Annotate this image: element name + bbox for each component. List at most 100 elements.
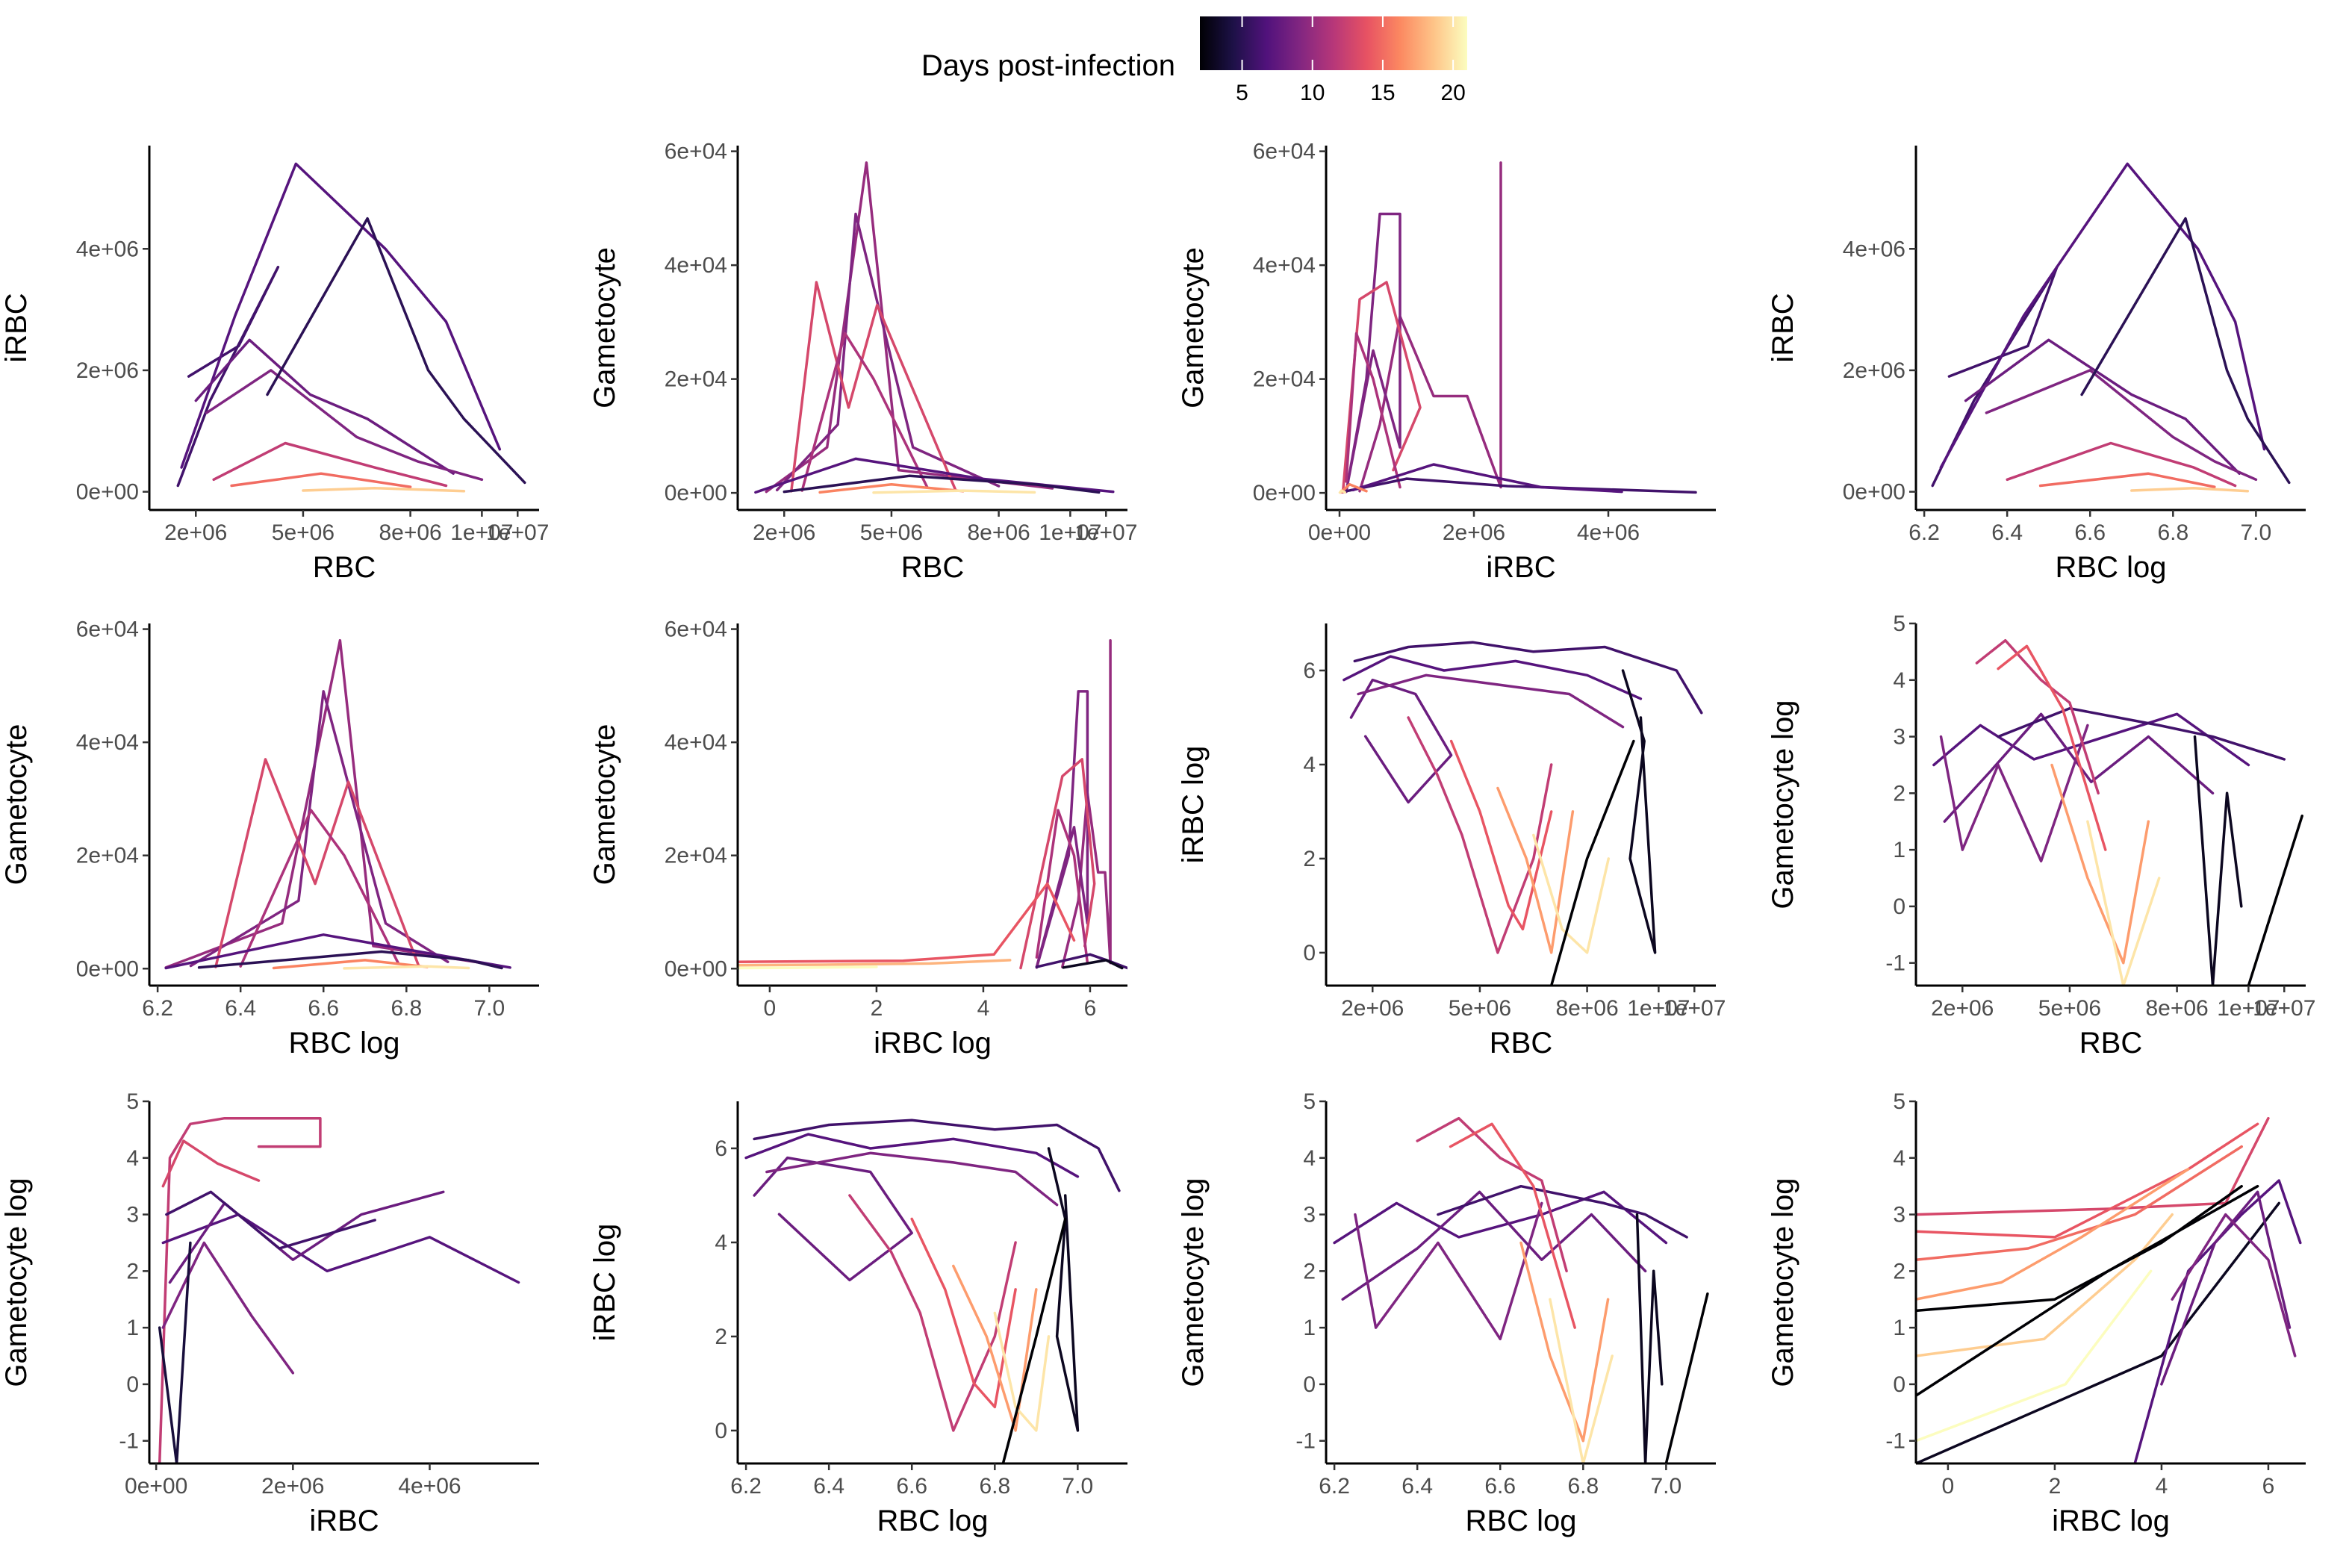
y-tick-label: 4e+04 bbox=[665, 253, 727, 278]
x-tick-label: 6.8 bbox=[391, 996, 422, 1021]
x-tick-label: 6.4 bbox=[1401, 1474, 1433, 1499]
series-line bbox=[1916, 1184, 2259, 1397]
series-line bbox=[1997, 706, 2286, 761]
y-tick-label: 5 bbox=[1893, 1089, 1905, 1114]
legend-tick-label: 5 bbox=[1236, 81, 1248, 105]
series-line bbox=[1916, 1213, 2174, 1357]
x-tick-label: 6 bbox=[1084, 996, 1097, 1021]
y-tick-label: 2 bbox=[1303, 847, 1316, 871]
x-tick-label: 1e+07 bbox=[450, 520, 513, 545]
x-tick-label: 4 bbox=[2156, 1474, 2168, 1499]
y-tick-label: 2 bbox=[1303, 1259, 1316, 1284]
series-line bbox=[158, 1241, 192, 1463]
series-line bbox=[738, 882, 1076, 963]
y-axis-title: iRBC bbox=[1767, 293, 1799, 362]
y-tick-label: 0e+00 bbox=[665, 956, 727, 981]
x-tick-label: 2 bbox=[871, 996, 883, 1021]
x-tick-label: 6.6 bbox=[2074, 520, 2106, 545]
series-line bbox=[266, 217, 526, 485]
x-axis-title: RBC bbox=[2079, 1027, 2142, 1060]
y-tick-label: 6e+04 bbox=[665, 140, 727, 164]
x-tick-label: 6.6 bbox=[308, 996, 339, 1021]
series-line bbox=[2133, 1179, 2302, 1463]
y-tick-label: 0 bbox=[1893, 895, 1905, 919]
series-line bbox=[1035, 690, 1089, 969]
panel-9: 0e+00 2e+06 4e+06 -1 0 1 2 3 4 5 iRBC Gametocyte lo… bbox=[0, 1089, 539, 1537]
x-tick-label: 2e+06 bbox=[164, 520, 227, 545]
series-group bbox=[744, 1119, 1121, 1463]
series-line bbox=[1449, 1122, 1576, 1329]
y-tick-label: 2 bbox=[1893, 1259, 1905, 1284]
series-line bbox=[1343, 655, 1643, 700]
x-tick-label: 8e+06 bbox=[2145, 996, 2208, 1021]
series-group bbox=[1916, 1116, 2302, 1463]
y-tick-label: 4e+06 bbox=[76, 237, 139, 261]
y-tick-label: 0 bbox=[126, 1372, 139, 1397]
x-tick-label: 0 bbox=[764, 996, 777, 1021]
x-tick-label: 0e+00 bbox=[125, 1474, 187, 1499]
series-line bbox=[1916, 1201, 2280, 1463]
x-tick-label: 2e+06 bbox=[1931, 996, 1994, 1021]
series-line bbox=[2038, 472, 2216, 488]
x-tick-label: 2e+06 bbox=[1443, 520, 1505, 545]
series-line bbox=[2247, 814, 2303, 986]
x-tick-label: 4 bbox=[977, 996, 990, 1021]
x-axis-title: RBC log bbox=[1466, 1505, 1577, 1537]
y-tick-label: 0 bbox=[1303, 1372, 1316, 1397]
x-axis-title: RBC bbox=[901, 551, 964, 584]
y-tick-label: 3 bbox=[1893, 725, 1905, 750]
x-tick-label: 6.6 bbox=[896, 1474, 927, 1499]
series-line bbox=[765, 161, 1054, 494]
series-line bbox=[343, 965, 470, 970]
legend-colorbar bbox=[1200, 16, 1467, 70]
y-tick-label: 2 bbox=[126, 1259, 139, 1284]
y-tick-label: 2e+04 bbox=[1253, 367, 1316, 392]
y-tick-label: 3 bbox=[1893, 1203, 1905, 1228]
series-line bbox=[1635, 1213, 1664, 1463]
series-line bbox=[1338, 489, 1346, 494]
y-tick-label: 0e+00 bbox=[1843, 480, 1905, 505]
y-tick-label: 6e+04 bbox=[665, 617, 727, 642]
series-line bbox=[302, 486, 466, 493]
y-tick-label: 5 bbox=[1893, 612, 1905, 636]
legend-tick-label: 20 bbox=[1440, 81, 1465, 105]
y-axis-title: Gametocyte bbox=[588, 724, 621, 886]
series-line bbox=[1975, 638, 2100, 795]
series-line bbox=[872, 489, 1036, 494]
series-line bbox=[230, 472, 412, 488]
series-line bbox=[1939, 724, 2089, 863]
y-tick-label: 5 bbox=[1303, 1089, 1316, 1114]
x-tick-label: 2e+06 bbox=[753, 520, 815, 545]
legend-ticks: 5 10 15 20 bbox=[1236, 16, 1466, 105]
y-tick-label: 2 bbox=[715, 1325, 727, 1349]
series-line bbox=[1333, 1190, 1668, 1245]
x-tick-label: 1e+07 bbox=[1663, 996, 1726, 1021]
y-tick-label: 0e+00 bbox=[1253, 481, 1316, 505]
y-tick-label: 4e+04 bbox=[665, 730, 727, 755]
x-tick-label: 1e+07 bbox=[1074, 520, 1137, 545]
series-line bbox=[765, 1151, 1059, 1207]
series-line bbox=[1997, 644, 2107, 851]
x-tick-label: 8e+06 bbox=[1555, 996, 1618, 1021]
series-line bbox=[1532, 833, 1611, 954]
series-line bbox=[818, 482, 965, 494]
series-line bbox=[164, 638, 491, 969]
x-tick-label: 8e+06 bbox=[967, 520, 1030, 545]
x-tick-label: 4e+06 bbox=[1577, 520, 1640, 545]
series-group bbox=[1333, 1116, 1709, 1463]
series-group bbox=[164, 638, 511, 970]
series-line bbox=[1047, 1147, 1080, 1432]
y-axis-title: iRBC bbox=[0, 293, 33, 362]
series-line bbox=[1345, 212, 1401, 494]
series-group bbox=[738, 638, 1127, 970]
x-axis-title: iRBC bbox=[1486, 551, 1555, 584]
y-tick-label: 0e+00 bbox=[76, 956, 139, 981]
x-tick-label: 6.8 bbox=[979, 1474, 1010, 1499]
series-line bbox=[2130, 486, 2250, 493]
series-line bbox=[1341, 281, 1422, 494]
series-line bbox=[738, 965, 878, 970]
panel-5: 6.2 6.4 6.6 6.8 7.0 0e+00 2e+04 4e+04 6e+04 RBC l… bbox=[0, 617, 539, 1060]
